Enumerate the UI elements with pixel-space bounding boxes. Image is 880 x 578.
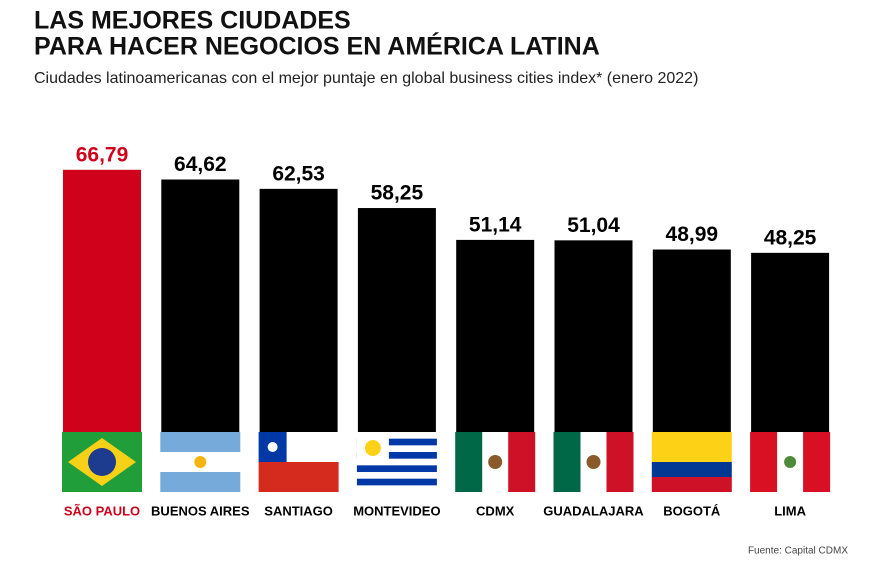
- flag: [356, 452, 437, 459]
- flag: [455, 432, 483, 492]
- x-tick-label: GUADALAJARA: [543, 503, 644, 518]
- value-label: 48,25: [764, 226, 817, 249]
- bar: [259, 188, 338, 469]
- flag: [750, 432, 778, 492]
- flag: [364, 440, 381, 456]
- flag: [586, 455, 601, 469]
- source: Fuente: Capital CDMX: [748, 546, 848, 557]
- value-label: 51,04: [567, 214, 620, 237]
- bar: [161, 179, 240, 470]
- x-tick-label: SANTIAGO: [264, 503, 333, 518]
- bar: [554, 240, 633, 469]
- bar: [456, 239, 535, 469]
- value-label: 58,25: [371, 182, 424, 205]
- chart-title: LAS MEJORES CIUDADES: [34, 7, 351, 35]
- flag: [784, 456, 797, 468]
- value-label: 64,62: [174, 153, 227, 176]
- flag: [651, 477, 732, 492]
- x-tick-label: MONTEVIDEO: [353, 503, 440, 518]
- value-label: 51,14: [469, 213, 522, 236]
- flag: [356, 465, 437, 473]
- flag: [88, 448, 116, 476]
- flag: [553, 432, 581, 492]
- bar: [357, 208, 436, 470]
- bar: [63, 169, 141, 469]
- flag: [606, 432, 634, 492]
- flag: [160, 472, 241, 492]
- flag: [194, 456, 207, 468]
- x-tick-label: BOGOTÁ: [663, 503, 721, 518]
- value-label: 48,99: [666, 223, 719, 246]
- chart-subtitle: Ciudades latinoamericanas con el mejor p…: [34, 70, 698, 87]
- flag: [651, 462, 732, 477]
- flag: [803, 432, 831, 492]
- flag: [651, 432, 732, 462]
- x-tick-label: CDMX: [476, 503, 515, 518]
- value-label: 62,53: [272, 162, 325, 185]
- flag: [356, 438, 437, 446]
- flag: [160, 432, 241, 452]
- flag: [508, 432, 536, 492]
- x-tick-label: LIMA: [774, 503, 806, 518]
- chart-title: PARA HACER NEGOCIOS EN AMÉRICA LATINA: [34, 32, 600, 61]
- value-label: 66,79: [76, 143, 129, 166]
- flag: [258, 462, 339, 492]
- x-tick-label: SÃO PAULO: [64, 503, 140, 518]
- flag: [267, 442, 278, 452]
- flag: [488, 455, 503, 469]
- flag: [356, 478, 437, 486]
- x-tick-label: BUENOS AIRES: [151, 503, 250, 518]
